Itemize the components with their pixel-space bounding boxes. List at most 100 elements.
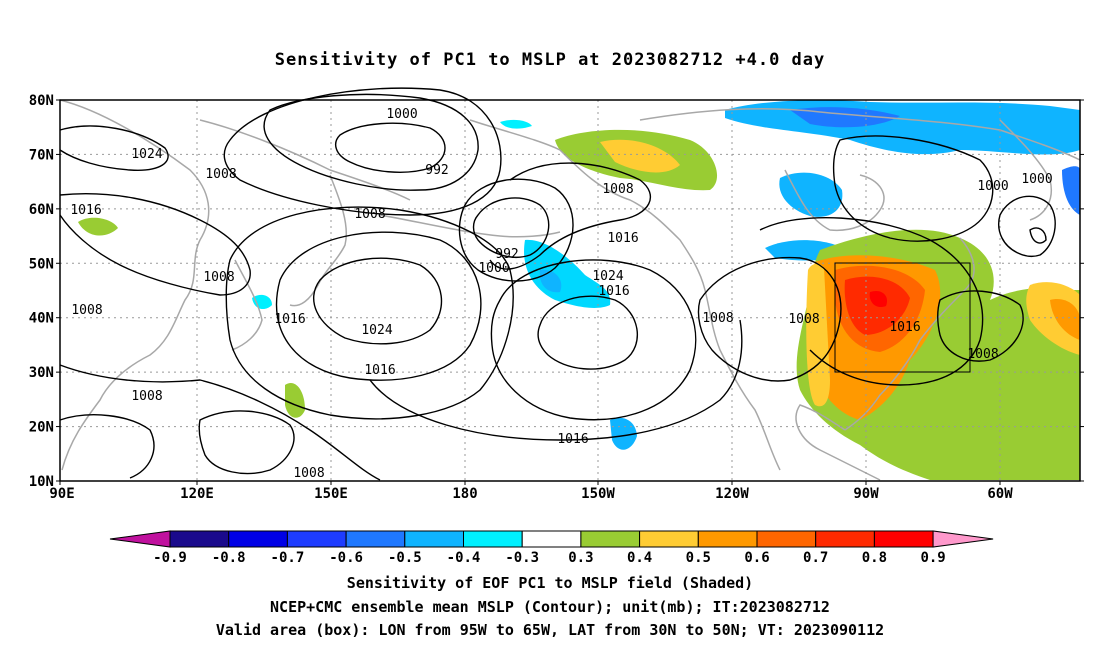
contour-1008-gulf — [489, 162, 652, 270]
contour-1000-atlantic-b — [1029, 227, 1047, 244]
coast-gulf — [795, 404, 881, 481]
contour-1016-subtropics — [369, 319, 743, 441]
lon-label: 180 — [452, 486, 477, 502]
contour-label: 1016 — [70, 203, 101, 218]
contour-label: 1016 — [598, 284, 629, 299]
caption-contour: NCEP+CMC ensemble mean MSLP (Contour); u… — [270, 598, 830, 616]
coast-na-west — [704, 289, 781, 471]
contour-label: 1024 — [592, 269, 623, 284]
colorbar-swatch — [463, 530, 523, 548]
colorbar-swatch — [521, 530, 582, 548]
colorbar-label: 0.5 — [686, 550, 711, 566]
contour-1008-pacific-w — [225, 206, 514, 420]
colorbar-label: -0.3 — [505, 550, 539, 566]
sensitivity-shading — [78, 100, 1080, 480]
colorbar-label: 0.9 — [920, 550, 945, 566]
colorbar-label: 0.6 — [744, 550, 769, 566]
contour-label: 1016 — [889, 320, 920, 335]
shade-pos-kamchatka — [78, 217, 118, 236]
shade-pos-east-coast-outer — [806, 263, 830, 407]
coastlines — [59, 99, 1081, 481]
colorbar-swatch — [815, 530, 875, 548]
colorbar-high-arrow — [932, 530, 994, 548]
shade-neg-arctic — [725, 100, 1080, 155]
contour-1000-atlantic-a — [997, 195, 1056, 257]
contour-1016-pacific-high — [275, 231, 482, 381]
contour-label: 1000 — [386, 107, 417, 122]
contour-label: 1008 — [602, 182, 633, 197]
colorbar-swatch — [345, 530, 406, 548]
colorbar-swatch — [169, 530, 230, 548]
lat-label: 30N — [29, 365, 54, 381]
coast-kamchatka — [289, 174, 348, 307]
lat-label: 10N — [29, 474, 54, 490]
contour-1024-east-pac — [537, 295, 639, 370]
contour-label: 1016 — [364, 363, 395, 378]
colorbar-swatch — [404, 530, 464, 548]
colorbar-label: -0.8 — [212, 550, 246, 566]
contour-label: 1016 — [557, 432, 588, 447]
contour-1016-east-pac — [490, 259, 697, 421]
shade-neg-hawaii — [610, 417, 637, 450]
contour-1008-bering — [223, 87, 502, 216]
contour-1008-na — [697, 256, 842, 382]
contour-label: 1016 — [274, 312, 305, 327]
contour-992-bering — [334, 122, 446, 173]
caption-valid-area: Valid area (box): LON from 95W to 65W, L… — [215, 621, 885, 639]
lon-label: 120E — [180, 486, 214, 502]
colorbar-label: 0.8 — [862, 550, 887, 566]
contour-label: 992 — [495, 247, 518, 262]
colorbar-label: -0.5 — [388, 550, 422, 566]
coast-japan — [231, 259, 263, 351]
colorbar-label: -0.6 — [329, 550, 363, 566]
coast-alaska — [469, 119, 706, 291]
lon-label: 150E — [314, 486, 348, 502]
contour-1008-atlantic — [937, 290, 1024, 362]
contour-1016-na — [759, 216, 984, 386]
lon-label: 120W — [715, 486, 749, 502]
contour-label: 1008 — [788, 312, 819, 327]
colorbar-label: -0.9 — [153, 550, 187, 566]
contour-1008-tropics-w — [59, 414, 155, 479]
contour-label: 1008 — [702, 311, 733, 326]
colorbar-label: -0.4 — [447, 550, 481, 566]
colorbar-swatch — [228, 530, 288, 548]
lon-label: 60W — [987, 486, 1013, 502]
shade-neg-atlantic — [1062, 166, 1080, 215]
colorbar-swatch — [697, 530, 758, 548]
contour-label: 1024 — [131, 147, 162, 162]
coast-na-east — [844, 237, 975, 431]
shade-neg-hudson — [779, 172, 843, 217]
contour-992-gulf — [472, 197, 550, 258]
contour-label: 1016 — [607, 231, 638, 246]
contour-label: 1008 — [354, 207, 385, 222]
coast-asia — [59, 99, 210, 471]
coast-siberia — [199, 119, 411, 201]
colorbar-low-arrow — [109, 530, 171, 548]
shade-neg-bering — [500, 119, 532, 129]
plot-title: Sensitivity of PC1 to MSLP at 2023082712… — [274, 50, 826, 70]
colorbar-swatch — [286, 530, 347, 548]
lat-label: 70N — [29, 147, 54, 163]
coast-greenland — [999, 119, 1052, 221]
contour-labels: 1000102499210081016100810089921000100810… — [70, 107, 1052, 481]
axis-ticks — [56, 99, 1084, 485]
contour-1016-siberia — [59, 193, 251, 296]
contour-label: 1008 — [71, 303, 102, 318]
shade-neg-gulf-alaska-core — [539, 269, 562, 293]
shade-neg-gulf-alaska — [524, 239, 611, 308]
colorbar-label: -0.7 — [271, 550, 305, 566]
valid-area-box — [834, 262, 971, 373]
contour-label: 1008 — [293, 466, 324, 481]
shade-pos-alaska-core — [600, 139, 680, 173]
shade-pos-max — [869, 290, 888, 308]
contour-1008-canada — [832, 135, 994, 242]
contour-label: 1024 — [361, 323, 392, 338]
map-frame — [59, 99, 1081, 482]
colorbar-swatch — [756, 530, 817, 548]
lat-label: 50N — [29, 256, 54, 272]
contour-label: 1000 — [1021, 172, 1052, 187]
lat-axis-labels: 80N 70N 60N 50N 40N 30N 20N 10N — [29, 93, 54, 490]
shade-pos-atlantic-e — [1026, 282, 1080, 355]
